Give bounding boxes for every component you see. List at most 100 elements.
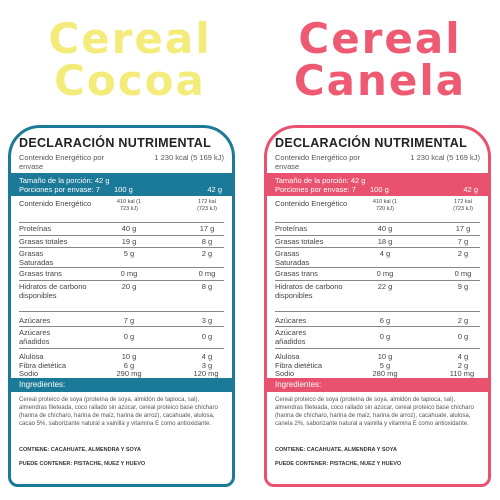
canela-ingredients-bar: Ingredientes: (267, 378, 488, 392)
nutrient-portion: 120 mg (193, 369, 219, 378)
nutrient-name: Grasas trans (19, 269, 62, 278)
nutrient-100g: 40 g (377, 224, 393, 233)
canela-allergens-contains: CONTIENE: CACAHUATE, ALMENDRA Y SOYA (275, 447, 397, 453)
nutrient-portion: 0 mg (198, 269, 216, 278)
nutrient-portion: 2 g (457, 316, 469, 325)
table-row: Grasas Saturadas 4 g 2 g (275, 248, 480, 268)
cocoa-col1-header: 100 g (114, 185, 133, 194)
nutrient-name: Azúcares (19, 316, 51, 325)
nutrient-100g: 410 kal (1 720 kJ) (372, 199, 398, 212)
table-row: Proteínas 40 g 17 g (19, 223, 224, 236)
cocoa-ingredients-bar: Ingredientes: (11, 378, 232, 392)
table-row: Contenido Energético 410 kal (1 720 kJ) … (275, 198, 480, 223)
nutrient-name: Hidratos de carbono disponibles (19, 282, 87, 300)
canela-energy-label: Contenido Energético por envase (275, 153, 361, 171)
nutrient-100g: 5 g (379, 361, 391, 370)
table-row: Grasas totales 19 g 8 g (19, 236, 224, 248)
nutrient-name: Proteínas (19, 224, 52, 233)
nutrient-100g: 6 g (379, 316, 391, 325)
cocoa-nutrient-table: Contenido Energético 410 kal (1 723 kJ) … (19, 198, 224, 378)
cocoa-nutrition-panel: DECLARACIÓN NUTRIMENTAL Contenido Energé… (8, 125, 235, 487)
canela-portion-band: Tamaño de la porción: 42 g Porciones por… (267, 173, 488, 196)
cocoa-allergens-contains: CONTIENE: CACAHUATE, ALMENDRA Y SOYA (19, 447, 141, 453)
nutrient-100g: 0 g (379, 332, 391, 341)
canela-portion-size: Tamaño de la porción: 42 g (275, 176, 366, 185)
nutrient-name: Azúcares añadidos (19, 328, 51, 346)
table-row: Hidratos de carbono disponibles 20 g 8 g (19, 281, 224, 312)
nutrient-portion: 9 g (457, 282, 469, 291)
canela-energy-value: 1 230 kcal (5 169 kJ) (410, 153, 480, 162)
nutrient-100g: 10 g (377, 352, 393, 361)
nutrient-name: Alulosa (275, 352, 300, 361)
canela-col2-header: 42 g (463, 185, 478, 194)
cocoa-title-line1: Cereal (48, 14, 212, 63)
nutrient-portion: 17 g (199, 224, 215, 233)
nutrient-portion: 2 g (457, 249, 469, 258)
table-group: Alulosa 10 g 4 g Fibra dietética 6 g 3 g… (19, 349, 224, 378)
canela-title-line2: Canela (293, 56, 467, 105)
table-row: Grasas trans 0 mg 0 mg (275, 268, 480, 281)
table-row: Grasas totales 18 g 7 g (275, 236, 480, 248)
cocoa-title: Cereal Cocoa (35, 18, 225, 102)
nutrient-portion: 7 g (457, 237, 469, 246)
nutrient-100g: 290 mg (116, 369, 142, 378)
nutrient-100g: 280 mg (372, 369, 398, 378)
nutrient-portion: 3 g (201, 361, 213, 370)
nutrient-100g: 20 g (121, 282, 137, 291)
nutrient-name: Azúcares (275, 316, 307, 325)
nutrient-name: Sodio (19, 369, 39, 378)
table-row: Hidratos de carbono disponibles 22 g 9 g (275, 281, 480, 312)
cocoa-energy-label: Contenido Energético por envase (19, 153, 105, 171)
cocoa-portion-size: Tamaño de la porción: 42 g (19, 176, 110, 185)
nutrient-portion: 2 g (457, 361, 469, 370)
cocoa-ingredients-text: Cereal proteico de soya (proteína de soy… (19, 397, 218, 427)
nutrient-name: Hidratos de carbono disponibles (275, 282, 343, 300)
canela-nutrient-table: Contenido Energético 410 kal (1 720 kJ) … (275, 198, 480, 378)
nutrient-name: Proteínas (275, 224, 308, 233)
nutrient-portion: 4 g (201, 352, 213, 361)
table-row: Azúcares 7 g 3 g (19, 312, 224, 327)
table-group: Alulosa 10 g 4 g Fibra dietética 5 g 2 g… (275, 349, 480, 378)
nutrient-100g: 4 g (379, 249, 391, 258)
table-row: Grasas Saturadas 5 g 2 g (19, 248, 224, 268)
nutrient-100g: 410 kal (1 723 kJ) (116, 199, 142, 212)
nutrient-100g: 5 g (123, 249, 135, 258)
cocoa-heading: DECLARACIÓN NUTRIMENTAL (19, 136, 212, 150)
nutrient-100g: 0 g (123, 332, 135, 341)
nutrient-100g: 40 g (121, 224, 137, 233)
nutrient-100g: 18 g (377, 237, 393, 246)
nutrient-name: Fibra dietética (19, 361, 67, 370)
nutrient-name: Azúcares añadidos (275, 328, 307, 346)
nutrient-name: Contenido Energético (19, 199, 92, 208)
nutrient-100g: 6 g (123, 361, 135, 370)
nutrient-name: Contenido Energético (275, 199, 348, 208)
nutrient-portion: 0 mg (454, 269, 472, 278)
nutrient-name: Grasas trans (275, 269, 318, 278)
cocoa-col2-header: 42 g (207, 185, 222, 194)
table-row: Azúcares añadidos 0 g 0 g (19, 327, 224, 349)
nutrient-name: Fibra dietética (275, 361, 323, 370)
table-row: Proteínas 40 g 17 g (275, 223, 480, 236)
canela-nutrition-panel: DECLARACIÓN NUTRIMENTAL Contenido Energé… (264, 125, 491, 487)
canela-title-line1: Cereal (298, 14, 462, 63)
nutrient-portion: 8 g (201, 282, 213, 291)
nutrient-portion: 8 g (201, 237, 213, 246)
canela-allergens-may-contain: PUEDE CONTENER: PISTACHE, NUEZ Y HUEVO (275, 461, 402, 467)
table-row: Azúcares 6 g 2 g (275, 312, 480, 327)
nutrient-portion: 0 g (457, 332, 469, 341)
canela-col1-header: 100 g (370, 185, 389, 194)
cocoa-energy-value: 1 230 kcal (5 169 kJ) (154, 153, 224, 162)
canela-title: Cereal Canela (270, 18, 490, 102)
nutrient-name: Alulosa (19, 352, 44, 361)
canela-portions: Porciones por envase: 7 (275, 185, 356, 194)
nutrient-portion: 0 g (201, 332, 213, 341)
canela-ingredients-text: Cereal proteico de soya (proteína de soy… (275, 397, 474, 427)
nutrient-100g: 10 g (121, 352, 137, 361)
nutrient-100g: 19 g (121, 237, 137, 246)
table-row: Azúcares añadidos 0 g 0 g (275, 327, 480, 349)
cocoa-ingredients-label: Ingredientes: (19, 380, 66, 389)
nutrient-portion: 172 kal (723 kJ) (197, 199, 217, 212)
table-row: Grasas trans 0 mg 0 mg (19, 268, 224, 281)
cocoa-allergens-may-contain: PUEDE CONTENER: PISTACHE, NUEZ Y HUEVO (19, 461, 146, 467)
cocoa-title-line2: Cocoa (54, 56, 206, 105)
